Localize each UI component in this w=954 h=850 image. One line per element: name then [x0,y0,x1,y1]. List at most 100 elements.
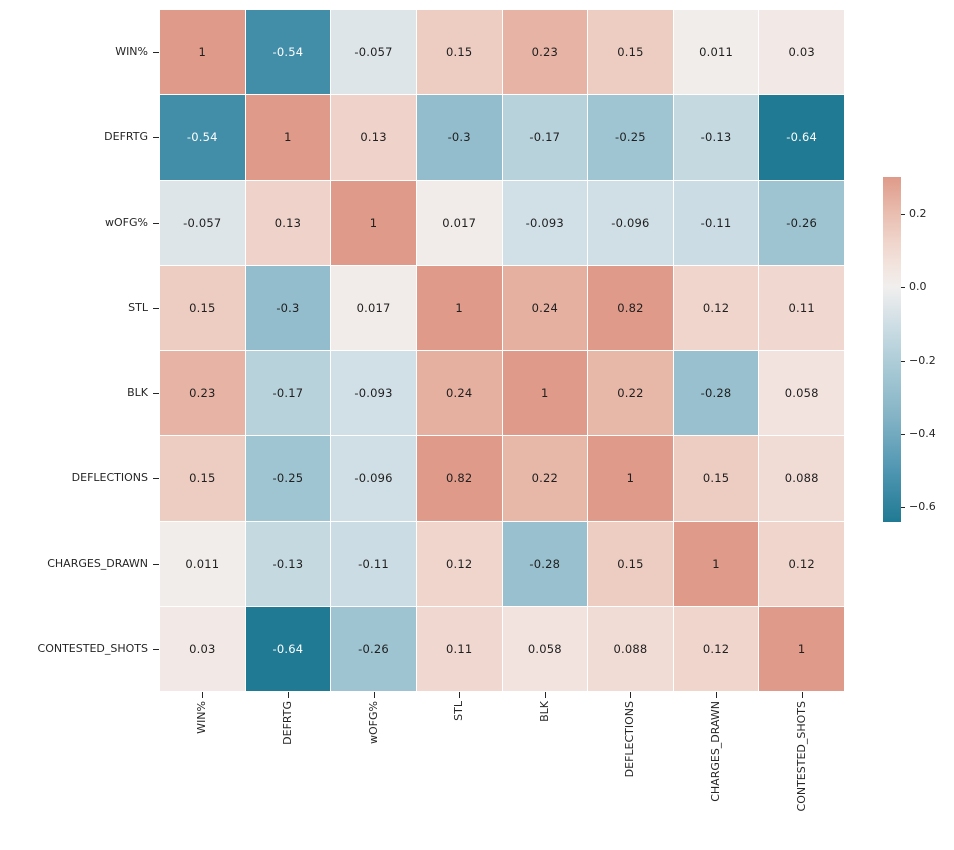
heatmap-cell-DEFRTG-BLK: -0.17 [502,95,588,180]
colorbar-tick-mark [901,433,905,435]
heatmap-cell-STL-WIN%: 0.15 [160,265,245,350]
x-axis-label-DEFLECTIONS: DEFLECTIONS [623,701,637,778]
y-tick-mark [153,393,159,395]
x-tick-mark [202,692,204,698]
heatmap-cell-CHARGES_DRAWN-CONTESTED_SHOTS: 0.12 [759,521,844,606]
colorbar-tick-mark [901,287,905,289]
colorbar-tick-label: −0.6 [909,500,936,514]
x-axis-label-CHARGES_DRAWN: CHARGES_DRAWN [709,701,723,802]
colorbar-tick-label: 0.0 [909,280,927,294]
heatmap-cell-DEFRTG-STL: -0.3 [416,95,502,180]
heatmap-cell-CHARGES_DRAWN-wOFG%: -0.11 [331,521,416,606]
y-axis-label-DEFLECTIONS: DEFLECTIONS [71,471,148,485]
x-axis-label-BLK: BLK [537,701,551,722]
heatmap-cell-wOFG%-CONTESTED_SHOTS: -0.26 [759,180,844,265]
y-axis-label-DEFRTG: DEFRTG [104,130,148,144]
heatmap-cell-DEFRTG-WIN%: -0.54 [160,95,245,180]
heatmap-cell-CONTESTED_SHOTS-STL: 0.11 [416,606,502,691]
heatmap-cell-DEFLECTIONS-WIN%: 0.15 [160,436,245,521]
x-tick-mark [373,692,375,698]
heatmap-cell-CONTESTED_SHOTS-DEFRTG: -0.64 [245,606,331,691]
heatmap-cell-WIN%-BLK: 0.23 [502,10,588,95]
heatmap-cell-STL-CHARGES_DRAWN: 0.12 [673,265,759,350]
heatmap-cell-CONTESTED_SHOTS-WIN%: 0.03 [160,606,245,691]
y-tick-mark [153,563,159,565]
heatmap-cell-BLK-CONTESTED_SHOTS: 0.058 [759,351,844,436]
y-axis-label-CHARGES_DRAWN: CHARGES_DRAWN [47,556,148,570]
heatmap-cell-BLK-STL: 0.24 [416,351,502,436]
heatmap-cell-DEFRTG-CONTESTED_SHOTS: -0.64 [759,95,844,180]
heatmap-cell-STL-BLK: 0.24 [502,265,588,350]
heatmap-cell-CHARGES_DRAWN-BLK: -0.28 [502,521,588,606]
heatmap-cell-DEFRTG-CHARGES_DRAWN: -0.13 [673,95,759,180]
x-axis-label-CONTESTED_SHOTS: CONTESTED_SHOTS [794,701,808,812]
heatmap-cell-CONTESTED_SHOTS-wOFG%: -0.26 [331,606,416,691]
heatmap-cell-WIN%-DEFLECTIONS: 0.15 [588,10,673,95]
heatmap-cell-CHARGES_DRAWN-CHARGES_DRAWN: 1 [673,521,759,606]
heatmap-cell-CONTESTED_SHOTS-CHARGES_DRAWN: 0.12 [673,606,759,691]
heatmap-cell-STL-CONTESTED_SHOTS: 0.11 [759,265,844,350]
heatmap-cell-CHARGES_DRAWN-DEFRTG: -0.13 [245,521,331,606]
heatmap-grid: 1 -0.54 -0.057 0.15 0.23 0.15 0.011 0.03 -0.54 1 0… [160,10,844,691]
y-axis-label-CONTESTED_SHOTS: CONTESTED_SHOTS [37,641,148,655]
x-axis-label-wOFG%: wOFG% [366,701,380,744]
colorbar-tick-label: −0.2 [909,353,936,367]
heatmap-cell-CONTESTED_SHOTS-DEFLECTIONS: 0.088 [588,606,673,691]
y-tick-mark [153,478,159,480]
heatmap-cell-DEFLECTIONS-wOFG%: -0.096 [331,436,416,521]
x-tick-mark [459,692,461,698]
y-tick-mark [153,222,159,224]
colorbar-tick-mark [901,213,905,215]
x-tick-mark [630,692,632,698]
x-axis-label-STL: STL [452,701,466,721]
colorbar-tick-mark [901,507,905,509]
heatmap-cell-CONTESTED_SHOTS-CONTESTED_SHOTS: 1 [759,606,844,691]
x-tick-mark [287,692,289,698]
heatmap-cell-CHARGES_DRAWN-DEFLECTIONS: 0.15 [588,521,673,606]
heatmap-cell-wOFG%-wOFG%: 1 [331,180,416,265]
heatmap-cell-BLK-BLK: 1 [502,351,588,436]
heatmap-cell-wOFG%-STL: 0.017 [416,180,502,265]
heatmap-cell-DEFLECTIONS-STL: 0.82 [416,436,502,521]
heatmap-cell-STL-wOFG%: 0.017 [331,265,416,350]
x-axis-label-DEFRTG: DEFRTG [280,701,294,745]
heatmap-cell-wOFG%-DEFRTG: 0.13 [245,180,331,265]
heatmap-cell-WIN%-DEFRTG: -0.54 [245,10,331,95]
heatmap-cell-STL-STL: 1 [416,265,502,350]
y-axis-label-wOFG%: wOFG% [105,215,148,229]
y-tick-mark [153,648,159,650]
heatmap-cell-BLK-DEFLECTIONS: 0.22 [588,351,673,436]
x-tick-mark [716,692,718,698]
heatmap-cell-WIN%-STL: 0.15 [416,10,502,95]
colorbar-tick-mark [901,360,905,362]
heatmap-cell-CHARGES_DRAWN-WIN%: 0.011 [160,521,245,606]
x-tick-mark [544,692,546,698]
heatmap-cell-wOFG%-DEFLECTIONS: -0.096 [588,180,673,265]
heatmap-cell-BLK-DEFRTG: -0.17 [245,351,331,436]
heatmap-cell-DEFLECTIONS-DEFLECTIONS: 1 [588,436,673,521]
x-tick-mark [801,692,803,698]
heatmap-cell-STL-DEFRTG: -0.3 [245,265,331,350]
heatmap-cell-DEFLECTIONS-DEFRTG: -0.25 [245,436,331,521]
y-axis-label-STL: STL [128,300,148,314]
y-axis-label-BLK: BLK [127,386,148,400]
heatmap-cell-DEFRTG-DEFRTG: 1 [245,95,331,180]
heatmap-cell-WIN%-CHARGES_DRAWN: 0.011 [673,10,759,95]
heatmap-cell-wOFG%-BLK: -0.093 [502,180,588,265]
heatmap-cell-wOFG%-CHARGES_DRAWN: -0.11 [673,180,759,265]
heatmap-cell-CONTESTED_SHOTS-BLK: 0.058 [502,606,588,691]
heatmap-cell-WIN%-CONTESTED_SHOTS: 0.03 [759,10,844,95]
colorbar-tick-label: −0.4 [909,426,936,440]
heatmap-cell-BLK-wOFG%: -0.093 [331,351,416,436]
heatmap-cell-CHARGES_DRAWN-STL: 0.12 [416,521,502,606]
heatmap-cell-WIN%-wOFG%: -0.057 [331,10,416,95]
heatmap-cell-DEFRTG-wOFG%: 0.13 [331,95,416,180]
y-tick-mark [153,307,159,309]
heatmap-cell-WIN%-WIN%: 1 [160,10,245,95]
heatmap-cell-DEFLECTIONS-CONTESTED_SHOTS: 0.088 [759,436,844,521]
heatmap-cell-STL-DEFLECTIONS: 0.82 [588,265,673,350]
heatmap-cell-DEFLECTIONS-BLK: 0.22 [502,436,588,521]
colorbar-tick-label: 0.2 [909,206,927,220]
x-axis-label-WIN%: WIN% [195,701,209,734]
